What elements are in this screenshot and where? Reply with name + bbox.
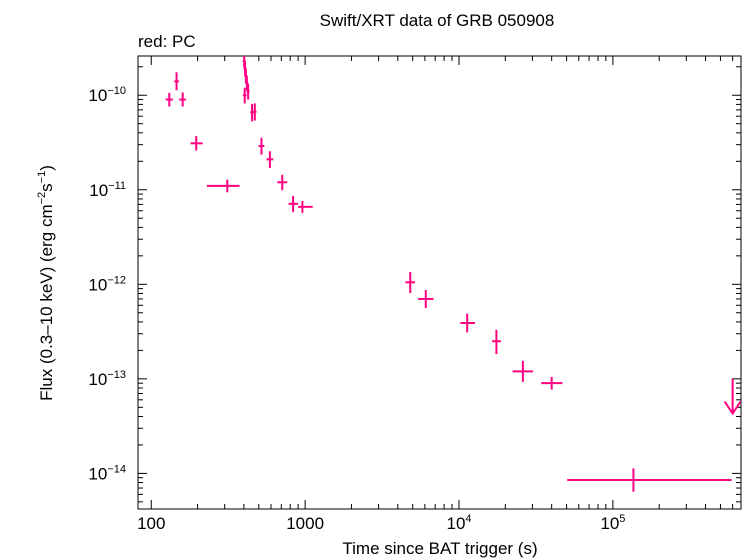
x-tick-label: 1000: [286, 514, 324, 533]
data-point: [266, 151, 274, 168]
upper-limit-head: [723, 400, 742, 416]
data-point: [541, 376, 563, 390]
x-tick-label: 104: [446, 513, 471, 533]
upper-limit-arrow: [723, 378, 742, 416]
data-point: [492, 329, 501, 355]
x-tick-label-exp: 5: [619, 513, 625, 525]
data-point: [418, 290, 434, 309]
y-tick-label: 10−11: [89, 180, 126, 200]
y-axis-label-s: s: [37, 183, 56, 192]
axis-ticks: [138, 56, 741, 509]
x-tick-label-base: 1000: [286, 514, 324, 533]
data-point: [460, 313, 475, 333]
y-tick-label-exp: −10: [107, 85, 126, 97]
y-tick-label: 10−12: [88, 274, 126, 294]
y-tick-label: 10−13: [88, 369, 126, 389]
x-axis-label: Time since BAT trigger (s): [342, 539, 537, 558]
data-point: [298, 201, 313, 213]
y-axis-label-main: Flux (0.3–10 keV) (erg cm: [37, 204, 56, 401]
x-tick-label: 105: [600, 513, 625, 533]
y-tick-label-base: 10: [88, 464, 107, 483]
data-point: [246, 83, 250, 100]
y-tick-label-exp: −14: [107, 463, 126, 475]
plot-frame: [137, 55, 742, 510]
x-tick-label-base: 10: [600, 514, 619, 533]
chart-subtitle: red: PC: [138, 32, 196, 51]
data-point: [179, 92, 186, 107]
y-tick-label-base: 10: [88, 370, 107, 389]
data-point: [512, 360, 534, 382]
data-series: [165, 56, 742, 492]
data-point: [165, 92, 173, 107]
y-tick-label-base: 10: [88, 275, 107, 294]
y-axis-label-close: ): [37, 165, 56, 171]
y-tick-label-exp: −12: [107, 274, 126, 286]
y-axis-label: Flux (0.3–10 keV) (erg cm−2s−1): [36, 165, 56, 401]
data-point: [242, 87, 247, 104]
x-tick-label: 100: [137, 514, 165, 533]
data-point: [258, 137, 265, 155]
y-tick-label: 10−14: [88, 463, 126, 483]
data-point: [245, 75, 249, 91]
y-axis-label-exp1: −2: [36, 192, 48, 205]
data-point-wide: [567, 468, 732, 492]
data-point: [277, 174, 288, 191]
data-point: [288, 195, 299, 213]
data-point: [174, 72, 179, 91]
data-point: [190, 136, 203, 151]
y-tick-label-base: 10: [88, 86, 107, 105]
y-tick-label-exp: −11: [108, 180, 126, 192]
data-point: [405, 271, 416, 293]
data-point: [206, 179, 240, 193]
x-tick-label-base: 10: [446, 514, 465, 533]
y-tick-label-exp: −13: [107, 369, 126, 381]
chart-title: Swift/XRT data of GRB 050908: [320, 11, 555, 30]
x-tick-label-exp: 4: [465, 513, 471, 525]
y-tick-label: 10−10: [88, 85, 126, 105]
y-axis-label-exp2: −1: [36, 171, 48, 184]
y-tick-label-base: 10: [89, 181, 108, 200]
x-tick-label-base: 100: [137, 514, 165, 533]
data-point: [253, 103, 257, 121]
